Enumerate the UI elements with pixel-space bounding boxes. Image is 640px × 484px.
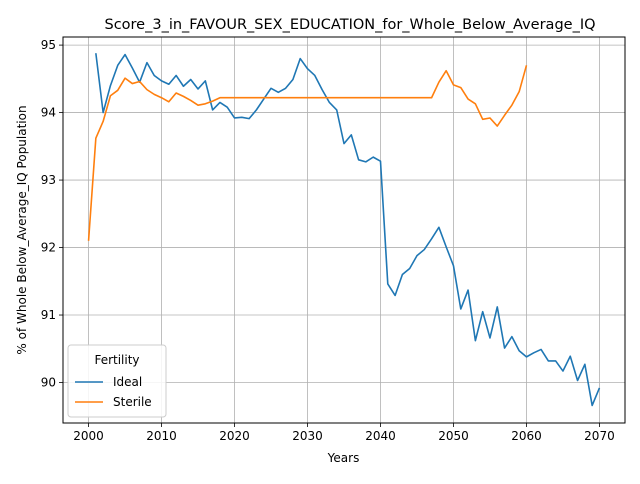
- y-axis-label: % of Whole Below_Average_IQ Population: [15, 105, 29, 354]
- y-tick-label: 92: [41, 241, 56, 255]
- x-axis-label: Years: [327, 451, 360, 465]
- x-tick-label: 2050: [438, 429, 469, 443]
- x-tick-label: 2010: [146, 429, 177, 443]
- x-tick-label: 2030: [292, 429, 323, 443]
- legend: Fertility Ideal Sterile: [67, 344, 167, 418]
- axes: 2000 2010 2020 2030 2040 2050 2060 2070 90 91 92 93…: [41, 38, 615, 443]
- x-tick-label: 2060: [511, 429, 542, 443]
- chart-title: Score_3_in_FAVOUR_SEX_EDUCATION_for_Whol…: [104, 17, 595, 33]
- y-tick-label: 91: [41, 308, 56, 322]
- y-tick-label: 95: [41, 38, 56, 52]
- y-tick-label: 93: [41, 173, 56, 187]
- legend-label-sterile: Sterile: [113, 395, 152, 409]
- plot-frame: [62, 36, 626, 424]
- legend-box: [67, 344, 167, 418]
- legend-items: Ideal Sterile: [75, 375, 152, 409]
- legend-label-ideal: Ideal: [113, 375, 142, 389]
- x-tick-label: 2070: [584, 429, 615, 443]
- x-tick-label: 2040: [365, 429, 396, 443]
- legend-title: Fertility: [94, 353, 139, 367]
- x-tick-label: 2000: [73, 429, 104, 443]
- x-tick-label: 2020: [219, 429, 250, 443]
- series-line-sterile: [87, 65, 528, 241]
- y-tick-label: 90: [41, 376, 56, 390]
- series-line-ideal: [95, 53, 601, 407]
- y-tick-label: 94: [41, 106, 56, 120]
- series-lines: [87, 53, 601, 407]
